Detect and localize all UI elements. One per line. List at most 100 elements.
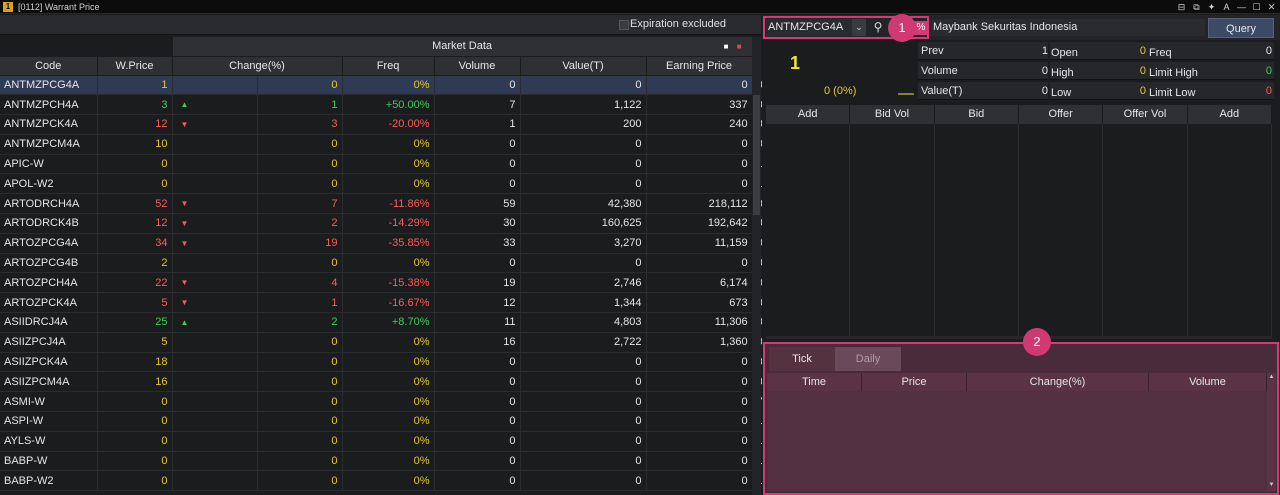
cell-direction-icon: [172, 173, 258, 195]
cell-direction-icon: ▲: [172, 94, 258, 116]
scroll-down-icon[interactable]: ▼: [1268, 482, 1275, 488]
highlight-box-2: Tick Daily Time Price Change(%) Volume ▲…: [763, 342, 1279, 495]
cell-freq: 19: [434, 272, 521, 294]
col-code[interactable]: Code: [0, 56, 98, 76]
pin-icon[interactable]: ✦: [1207, 2, 1216, 12]
cell-change: 0: [257, 451, 343, 472]
change-indicator: [898, 93, 914, 95]
minimize-icon[interactable]: —: [1237, 2, 1246, 12]
expiration-checkbox[interactable]: [619, 20, 629, 30]
restore-icon[interactable]: ⧉: [1193, 2, 1200, 12]
font-icon[interactable]: A: [1223, 2, 1230, 12]
col-change[interactable]: Change(%): [172, 56, 343, 76]
cell-volume: 4,803: [520, 312, 647, 333]
cell-volume: 0: [520, 154, 647, 175]
cell-direction-icon: [172, 431, 258, 452]
col-volume[interactable]: Volume: [434, 56, 521, 76]
tab-tick[interactable]: Tick: [769, 347, 835, 371]
volume-value: 0: [1041, 65, 1048, 77]
cell-freq: 0: [434, 173, 521, 195]
scrollbar-thumb[interactable]: [753, 95, 760, 215]
cell-code: ARTOZPCK4A: [0, 292, 98, 314]
chevron-down-icon[interactable]: ⌄: [852, 19, 866, 36]
cell-wprice: 3: [97, 94, 173, 116]
ob-col-offer: Offer: [1019, 105, 1104, 124]
cell-direction-icon: [172, 371, 258, 393]
market-data-title: Market Data: [432, 40, 492, 53]
col-value[interactable]: Value(T): [520, 56, 647, 76]
cell-change-pct: -15.38%: [342, 272, 435, 294]
col-freq[interactable]: Freq: [342, 56, 435, 76]
cell-wprice: 52: [97, 193, 173, 215]
callout-marker-2: 2: [1023, 328, 1051, 356]
col-earning-price[interactable]: Earning Price: [646, 56, 753, 76]
red-square-icon[interactable]: ■: [736, 42, 742, 51]
cell-freq: 30: [434, 213, 521, 234]
tick-scrollbar[interactable]: ▲ ▼: [1267, 373, 1276, 491]
prev-label: Prev: [921, 45, 944, 57]
cell-change: 0: [257, 253, 343, 274]
market-data-header: Market Data ■ ■: [172, 37, 753, 57]
cell-volume: 3,270: [520, 233, 647, 254]
cell-code: ASIIDRCJ4A: [0, 312, 98, 333]
code-input[interactable]: ANTMZPCG4A: [766, 19, 852, 36]
tab-daily[interactable]: Daily: [835, 347, 901, 371]
cell-value: 0: [646, 371, 753, 393]
freq-value: 0: [1265, 45, 1272, 57]
cell-wprice: 12: [97, 114, 173, 135]
cell-code: ANTMZPCM4A: [0, 134, 98, 155]
cell-change-pct: 0%: [342, 411, 435, 432]
col-wprice[interactable]: W.Price: [97, 56, 173, 76]
cell-code: ASIIZPCK4A: [0, 352, 98, 373]
square-icon[interactable]: ■: [723, 42, 729, 51]
cell-volume: 160,625: [520, 213, 647, 234]
orderbook-header: Add Bid Vol Bid Offer Offer Vol Add: [766, 105, 1272, 124]
cell-value: 1,360: [646, 332, 753, 353]
cell-code: ASPI-W: [0, 411, 98, 432]
warrant-detail-panel: ANTMZPCG4A ⌄ ⚲ 1 % Maybank Sekuritas Ind…: [762, 14, 1280, 495]
cell-wprice: 2: [97, 253, 173, 274]
cell-freq: 7: [434, 94, 521, 116]
query-button[interactable]: Query: [1208, 18, 1274, 38]
cell-direction-icon: [172, 332, 258, 353]
expiration-label: Expiration excluded: [630, 18, 727, 30]
cell-wprice: 0: [97, 411, 173, 432]
search-icon[interactable]: ⚲: [873, 20, 883, 34]
cell-volume: 0: [520, 451, 647, 472]
grid-scrollbar[interactable]: [752, 37, 761, 495]
cell-freq: 1: [434, 114, 521, 135]
maximize-icon[interactable]: ☐: [1252, 2, 1261, 12]
window-title: [0112] Warrant Price: [18, 1, 100, 12]
scroll-up-icon[interactable]: ▲: [1268, 374, 1275, 380]
layout-icon[interactable]: ⊟: [1177, 2, 1186, 12]
cell-volume: 0: [520, 173, 647, 195]
broker-select[interactable]: Maybank Sekuritas Indonesia: [929, 19, 1205, 36]
close-icon[interactable]: ✕: [1267, 2, 1276, 12]
percent-icon[interactable]: %: [914, 21, 928, 35]
cell-value: 0: [646, 431, 753, 452]
cell-wprice: 0: [97, 451, 173, 472]
window-controls: ⊟ ⧉ ✦ A — ☐ ✕: [1177, 0, 1276, 14]
filter-bar: Expiration excluded: [0, 15, 761, 35]
